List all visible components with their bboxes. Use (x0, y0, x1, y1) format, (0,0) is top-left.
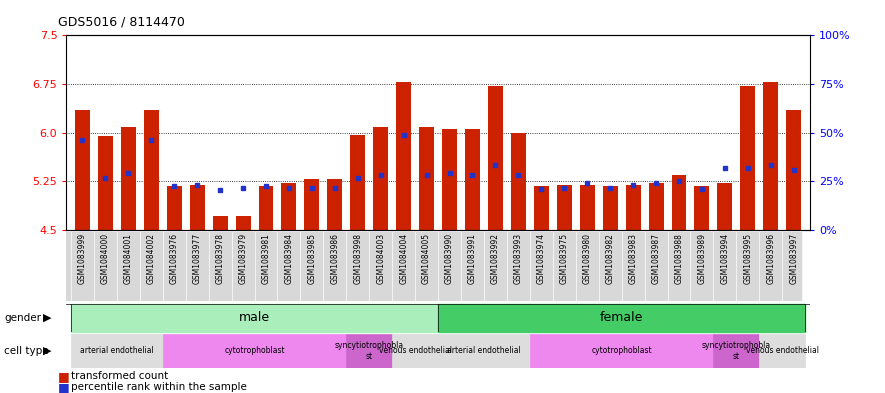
Text: GSM1083988: GSM1083988 (674, 233, 683, 284)
Text: GSM1083991: GSM1083991 (468, 233, 477, 284)
Text: GSM1083983: GSM1083983 (628, 233, 637, 284)
Text: GSM1083987: GSM1083987 (651, 233, 660, 284)
Bar (759, 334, 805, 368)
Text: GSM1083978: GSM1083978 (216, 233, 225, 284)
Text: GSM1083985: GSM1083985 (307, 233, 316, 284)
Text: transformed count: transformed count (71, 371, 168, 381)
Text: syncytiotrophobla
st: syncytiotrophobla st (335, 341, 404, 361)
Bar (438, 304, 805, 332)
Text: venous endothelial: venous endothelial (379, 347, 451, 355)
Bar (350, 135, 366, 230)
Text: cytotrophoblast: cytotrophoblast (224, 347, 285, 355)
Bar (392, 334, 438, 368)
Bar (786, 110, 801, 230)
Text: GSM1083990: GSM1083990 (445, 233, 454, 285)
Text: GSM1084000: GSM1084000 (101, 233, 110, 285)
Text: venous endothelial: venous endothelial (746, 347, 819, 355)
Text: GSM1083989: GSM1083989 (697, 233, 706, 284)
Bar (695, 186, 710, 230)
Text: GSM1083981: GSM1083981 (261, 233, 271, 284)
Text: GSM1083975: GSM1083975 (560, 233, 569, 285)
Text: GSM1084001: GSM1084001 (124, 233, 133, 284)
Bar (163, 334, 346, 368)
Bar (373, 127, 389, 230)
Bar (672, 175, 687, 230)
Text: GSM1084004: GSM1084004 (399, 233, 408, 285)
Bar (557, 185, 572, 230)
Bar (713, 334, 759, 368)
Text: GSM1083982: GSM1083982 (605, 233, 615, 284)
Text: arterial endothelial: arterial endothelial (80, 347, 154, 355)
Bar (71, 334, 163, 368)
Bar (488, 86, 503, 230)
Text: GDS5016 / 8114470: GDS5016 / 8114470 (58, 16, 184, 29)
Bar (511, 132, 526, 230)
Bar (465, 129, 480, 230)
Text: GSM1084005: GSM1084005 (422, 233, 431, 285)
Text: ■: ■ (58, 369, 69, 383)
Text: GSM1083976: GSM1083976 (170, 233, 179, 285)
Text: ▶: ▶ (42, 313, 51, 323)
Text: GSM1083984: GSM1083984 (284, 233, 294, 284)
Bar (718, 183, 733, 230)
Text: cell type: cell type (4, 346, 49, 356)
Text: GSM1083998: GSM1083998 (353, 233, 362, 284)
Text: ■: ■ (58, 380, 69, 393)
Bar (764, 82, 778, 230)
Text: female: female (600, 311, 643, 325)
Text: GSM1083995: GSM1083995 (743, 233, 752, 285)
Text: ▶: ▶ (42, 346, 51, 356)
Text: arterial endothelial: arterial endothelial (447, 347, 521, 355)
Bar (530, 334, 713, 368)
Bar (235, 216, 250, 230)
Text: GSM1083994: GSM1083994 (720, 233, 729, 285)
Bar (121, 127, 135, 230)
Text: GSM1084003: GSM1084003 (376, 233, 385, 285)
Text: percentile rank within the sample: percentile rank within the sample (71, 382, 247, 392)
Text: cytotrophoblast: cytotrophoblast (591, 347, 652, 355)
Text: GSM1083992: GSM1083992 (491, 233, 500, 284)
Bar (534, 186, 549, 230)
Text: GSM1083993: GSM1083993 (514, 233, 523, 285)
Text: GSM1083986: GSM1083986 (330, 233, 339, 284)
Text: GSM1083980: GSM1083980 (582, 233, 592, 284)
Bar (212, 216, 227, 230)
Text: male: male (239, 311, 270, 325)
Text: gender: gender (4, 313, 42, 323)
Bar (75, 110, 90, 230)
Bar (396, 82, 412, 230)
Bar (166, 186, 181, 230)
Text: syncytiotrophobla
st: syncytiotrophobla st (702, 341, 771, 361)
Bar (442, 129, 457, 230)
Bar (304, 179, 319, 230)
Text: GSM1083979: GSM1083979 (239, 233, 248, 285)
Text: GSM1083974: GSM1083974 (537, 233, 546, 285)
Text: GSM1083977: GSM1083977 (193, 233, 202, 285)
Text: GSM1083997: GSM1083997 (789, 233, 798, 285)
Bar (281, 183, 296, 230)
Bar (603, 186, 618, 230)
Text: GSM1083996: GSM1083996 (766, 233, 775, 285)
Bar (143, 110, 158, 230)
Text: GSM1083999: GSM1083999 (78, 233, 87, 285)
Bar (649, 183, 664, 230)
Bar (626, 185, 641, 230)
Bar (438, 334, 530, 368)
Bar (346, 334, 392, 368)
Bar (71, 304, 438, 332)
Text: GSM1084002: GSM1084002 (147, 233, 156, 284)
Bar (741, 86, 755, 230)
Bar (419, 127, 434, 230)
Bar (258, 186, 273, 230)
Bar (580, 185, 595, 230)
Bar (189, 185, 204, 230)
Bar (98, 136, 113, 230)
Bar (327, 179, 342, 230)
